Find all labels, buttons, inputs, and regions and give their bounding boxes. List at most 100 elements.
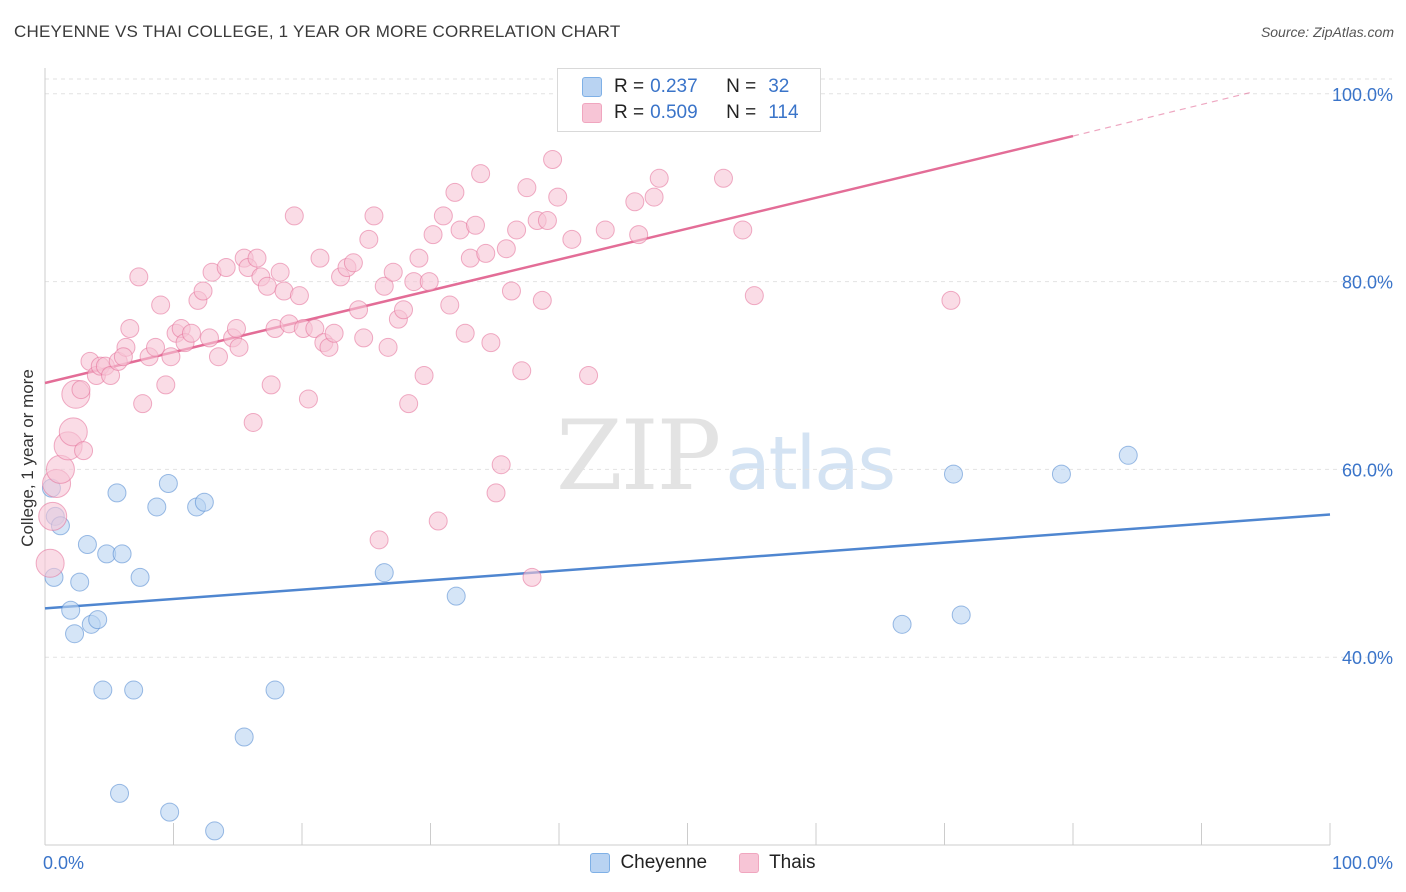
thais-point bbox=[298, 389, 318, 409]
cheyenne-point bbox=[1118, 445, 1138, 465]
thais-point bbox=[394, 300, 414, 320]
thais-point bbox=[247, 248, 267, 268]
thais-point bbox=[649, 168, 669, 188]
stats-legend: R = 0.237 N = 32 R = 0.509 N = 114 bbox=[557, 68, 821, 132]
thais-point bbox=[58, 417, 88, 447]
y-tick-label: 100.0% bbox=[1332, 85, 1393, 105]
cheyenne-r-value: 0.237 bbox=[650, 76, 698, 97]
thais-point bbox=[364, 206, 384, 226]
r-label: R = bbox=[614, 76, 645, 97]
thais-r-value: 0.509 bbox=[650, 102, 698, 123]
legend-row-cheyenne: R = 0.237 N = 32 bbox=[582, 75, 789, 99]
thais-point bbox=[257, 276, 277, 296]
thais-point bbox=[423, 225, 443, 245]
cheyenne-n-value: 32 bbox=[768, 76, 790, 97]
source-label: Source: ZipAtlas.com bbox=[1260, 24, 1394, 40]
thais-point bbox=[414, 365, 434, 385]
thais-point bbox=[713, 168, 733, 188]
thais-point bbox=[476, 243, 496, 263]
thais-point bbox=[644, 187, 664, 207]
thais-point bbox=[733, 220, 753, 240]
cheyenne-point bbox=[265, 680, 285, 700]
thais-point bbox=[941, 290, 961, 310]
thais-point bbox=[229, 337, 249, 357]
thais-point bbox=[156, 375, 176, 395]
legend-item-cheyenne[interactable]: Cheyenne bbox=[590, 852, 707, 874]
thais-point bbox=[161, 347, 181, 367]
thais-point bbox=[133, 394, 153, 414]
thais-point bbox=[629, 225, 649, 245]
thais-point bbox=[151, 295, 171, 315]
x-tick-label-min: 0.0% bbox=[43, 853, 84, 873]
cheyenne-legend-label: Cheyenne bbox=[620, 852, 708, 873]
legend-item-thais[interactable]: Thais bbox=[739, 852, 816, 874]
legend-row-thais: R = 0.509 N = 114 bbox=[582, 101, 799, 125]
thais-point bbox=[374, 276, 394, 296]
thais-point bbox=[146, 337, 166, 357]
thais-point bbox=[305, 319, 325, 339]
cheyenne-point bbox=[892, 614, 912, 634]
thais-point bbox=[507, 220, 527, 240]
data-points bbox=[35, 150, 1138, 841]
thais-point bbox=[38, 501, 68, 531]
thais-swatch bbox=[582, 103, 602, 123]
tick-labels: 40.0% 60.0% 80.0% 100.0% 0.0% 100.0% bbox=[43, 85, 1393, 873]
thais-point bbox=[261, 375, 281, 395]
thais-point bbox=[595, 220, 615, 240]
thais-point bbox=[369, 530, 389, 550]
watermark-zip: ZIP bbox=[556, 400, 721, 512]
thais-point bbox=[383, 262, 403, 282]
thais-point bbox=[445, 182, 465, 202]
thais-point bbox=[181, 323, 201, 343]
thais-point bbox=[486, 483, 506, 503]
cheyenne-point bbox=[130, 567, 150, 587]
thais-point bbox=[501, 281, 521, 301]
y-tick-label: 60.0% bbox=[1342, 460, 1393, 480]
thais-point bbox=[284, 206, 304, 226]
thais-point bbox=[324, 323, 344, 343]
thais-point bbox=[562, 229, 582, 249]
thais-point bbox=[517, 178, 537, 198]
thais-point bbox=[208, 347, 228, 367]
cheyenne-swatch bbox=[582, 77, 602, 97]
thais-point bbox=[744, 286, 764, 306]
thais-point bbox=[543, 150, 563, 170]
thais-point bbox=[455, 323, 475, 343]
watermark: ZIPatlas bbox=[556, 400, 896, 512]
thais-legend-label: Thais bbox=[769, 852, 816, 873]
cheyenne-point bbox=[112, 544, 132, 564]
cheyenne-point bbox=[194, 492, 214, 512]
thais-point bbox=[419, 272, 439, 292]
thais-point bbox=[113, 347, 133, 367]
thais-point bbox=[409, 248, 429, 268]
cheyenne-legend-swatch bbox=[590, 853, 611, 873]
cheyenne-trend-line bbox=[44, 513, 1331, 610]
y-tick-label: 40.0% bbox=[1342, 648, 1393, 668]
thais-point bbox=[74, 441, 94, 461]
thais-point bbox=[433, 206, 453, 226]
thais-point bbox=[471, 164, 491, 184]
thais-point bbox=[491, 455, 511, 475]
cheyenne-point bbox=[943, 464, 963, 484]
cheyenne-point bbox=[110, 783, 130, 803]
thais-point bbox=[378, 337, 398, 357]
series-legend: Cheyenne Thais bbox=[0, 852, 1406, 874]
thais-legend-swatch bbox=[739, 853, 760, 873]
cheyenne-point bbox=[446, 586, 466, 606]
thais-point bbox=[512, 361, 532, 381]
n-label: N = bbox=[726, 76, 757, 97]
thais-point bbox=[120, 319, 140, 339]
y-axis-label: College, 1 year or more bbox=[18, 369, 37, 547]
thais-point bbox=[548, 187, 568, 207]
thais-trend-line bbox=[44, 134, 1074, 385]
thais-point bbox=[289, 286, 309, 306]
cheyenne-point bbox=[374, 563, 394, 583]
cheyenne-point bbox=[93, 680, 113, 700]
thais-point bbox=[354, 328, 374, 348]
watermark-atlas: atlas bbox=[725, 421, 896, 507]
thais-point bbox=[243, 412, 263, 432]
cheyenne-point bbox=[147, 497, 167, 517]
thais-point bbox=[359, 229, 379, 249]
thais-point bbox=[349, 300, 369, 320]
cheyenne-point bbox=[88, 610, 108, 630]
